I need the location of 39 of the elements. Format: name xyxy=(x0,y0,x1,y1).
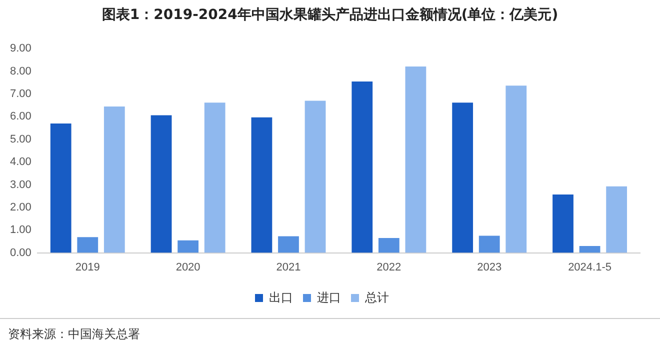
bar xyxy=(251,117,272,253)
bar xyxy=(150,115,172,253)
bar xyxy=(352,82,373,253)
bar xyxy=(104,106,125,253)
bar xyxy=(178,240,198,253)
legend-label: 进口 xyxy=(317,290,341,304)
legend-label: 总计 xyxy=(364,290,389,304)
x-tick-label: 2024.1-5 xyxy=(568,261,612,274)
bar xyxy=(378,238,400,253)
y-tick-label: 9.00 xyxy=(10,42,32,55)
x-tick-label: 2022 xyxy=(376,261,402,274)
bar xyxy=(452,102,474,253)
bar xyxy=(77,237,98,253)
y-tick-label: 4.00 xyxy=(10,156,32,168)
bar xyxy=(606,186,628,253)
bar xyxy=(478,236,500,253)
text: 资料来源：中国海关总署 xyxy=(8,326,140,343)
bar xyxy=(552,194,574,253)
bar xyxy=(579,246,600,253)
bar xyxy=(304,100,326,253)
x-tick-label: 2019 xyxy=(75,261,100,274)
y-tick-label: 5.00 xyxy=(10,133,32,146)
bar xyxy=(204,102,226,253)
bar xyxy=(50,123,72,253)
legend-label: 出口 xyxy=(269,290,293,304)
bar xyxy=(278,236,299,253)
x-tick-label: 2021 xyxy=(276,261,301,274)
y-tick-label: 8.00 xyxy=(10,65,32,78)
y-tick-label: 3.00 xyxy=(10,178,32,191)
bar xyxy=(506,86,527,253)
y-tick-label: 1.00 xyxy=(10,224,32,236)
x-tick-label: 2020 xyxy=(176,261,200,274)
y-tick-label: 6.00 xyxy=(10,110,32,123)
y-tick-label: 2.00 xyxy=(10,201,32,214)
y-tick-label: 0.00 xyxy=(10,246,32,259)
x-tick-label: 2023 xyxy=(477,261,502,274)
chart-title: 图表1：2019-2024年中国水果罐头产品进出口金额情况(单位：亿美元) xyxy=(100,6,560,24)
y-tick-label: 7.00 xyxy=(10,88,32,100)
bar xyxy=(405,66,426,253)
